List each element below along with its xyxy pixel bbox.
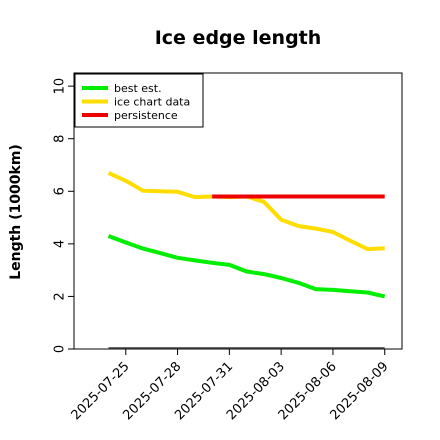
plot-frame: [73, 72, 403, 350]
y-axis: 0 2 4 6 8 10: [53, 78, 74, 353]
y-axis-label: Length (1000km): [8, 144, 24, 280]
chart-title: Ice edge length: [155, 27, 322, 49]
series-line-best-est: [107, 234, 386, 299]
x-axis: 2025-07-252025-07-282025-07-312025-08-03…: [69, 349, 392, 423]
y-tick-label: 10: [53, 78, 68, 95]
legend-label: best est.: [114, 82, 162, 95]
legend-label: ice chart data: [114, 95, 190, 108]
series-layer: [107, 171, 386, 349]
y-tick-label: 2: [53, 292, 68, 300]
y-tick-label: 8: [53, 135, 68, 143]
y-tick-label: 4: [53, 240, 68, 248]
y-tick-label: 0: [53, 345, 68, 353]
y-tick-label: 6: [53, 187, 68, 195]
series-line-ice-chart-data: [107, 171, 385, 252]
legend-label: persistence: [114, 109, 178, 122]
